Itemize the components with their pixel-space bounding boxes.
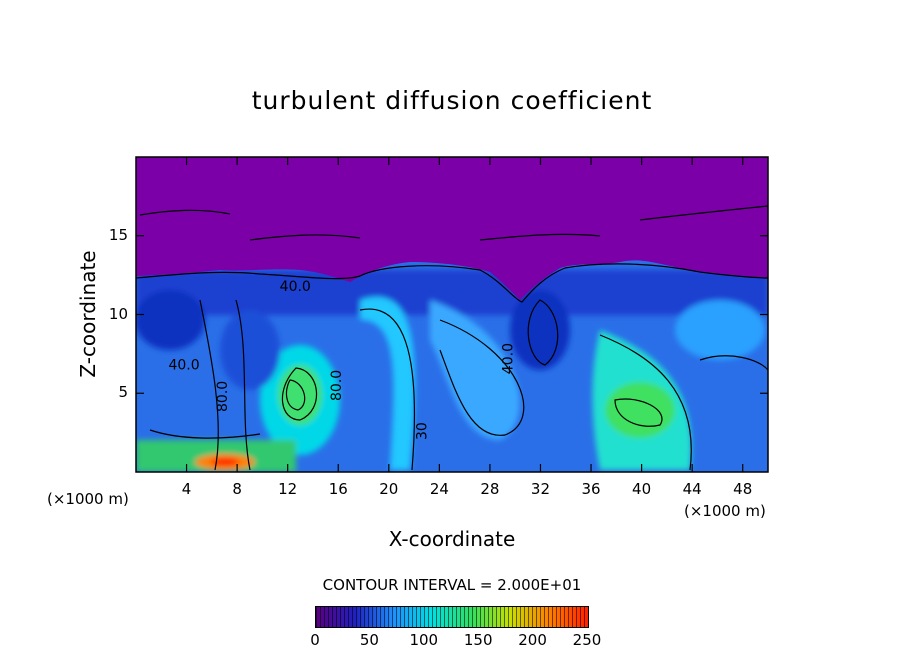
hot-spot-core bbox=[211, 458, 239, 466]
swirl-8 bbox=[220, 310, 280, 390]
y-tick-label: 5 bbox=[118, 383, 128, 402]
x-axis-label: X-coordinate bbox=[388, 527, 516, 551]
colorbar-tick-label: 50 bbox=[359, 631, 379, 649]
contour-label: 40.0 bbox=[168, 358, 199, 374]
y-tick-label: 15 bbox=[108, 225, 128, 244]
colorbar-tick-label: 150 bbox=[463, 631, 493, 649]
colorbar-tick-label: 0 bbox=[310, 631, 320, 649]
contour-label: 40.0 bbox=[501, 343, 517, 374]
field-blobs bbox=[136, 270, 768, 472]
colorbar-stripes bbox=[316, 607, 588, 627]
x-tick-label: 24 bbox=[429, 480, 449, 498]
chart-title: turbulent diffusion coefficient bbox=[251, 86, 653, 115]
colorbar-tick-label: 200 bbox=[518, 631, 547, 649]
colorbar-tick-label: 100 bbox=[409, 631, 439, 649]
x-unit-label-left: (×1000 m) bbox=[47, 490, 129, 508]
swirl-6 bbox=[136, 290, 205, 350]
swirl-4 bbox=[510, 290, 570, 370]
tick-marks bbox=[136, 157, 768, 472]
swirl-1-core bbox=[278, 365, 322, 425]
contour-interval-text: CONTOUR INTERVAL = 2.000E+01 bbox=[322, 576, 582, 594]
x-tick-label: 4 bbox=[181, 480, 192, 498]
contour-lines bbox=[136, 205, 768, 471]
x-tick-label: 44 bbox=[682, 480, 702, 498]
swirl-3 bbox=[430, 300, 520, 440]
x-tick-label: 36 bbox=[581, 480, 601, 498]
contour-label: 80.0 bbox=[329, 370, 345, 401]
x-tick-label: 40 bbox=[632, 480, 652, 498]
swirl-2 bbox=[360, 296, 415, 470]
x-tick-label: 20 bbox=[379, 480, 399, 498]
colorbar-tick-label: 250 bbox=[572, 631, 602, 649]
contour-label: 30 bbox=[415, 422, 431, 440]
x-tick-label: 48 bbox=[733, 480, 753, 498]
x-tick-label: 16 bbox=[328, 480, 348, 498]
upper-band bbox=[136, 270, 768, 315]
y-axis-label: Z-coordinate bbox=[76, 250, 100, 378]
x-tick-label: 32 bbox=[530, 480, 551, 498]
stratosphere-region bbox=[136, 157, 768, 300]
swirl-7 bbox=[675, 300, 765, 360]
contour-labels: 40.0 40.0 80.0 80.0 40.0 30 bbox=[168, 279, 516, 440]
x-tick-label: 8 bbox=[232, 480, 242, 498]
x-tick-label: 28 bbox=[480, 480, 500, 498]
x-unit-label-right: (×1000 m) bbox=[684, 502, 766, 520]
swirl-5-core bbox=[605, 382, 675, 438]
contour-label: 80.0 bbox=[215, 381, 231, 412]
y-tick-label: 10 bbox=[108, 304, 128, 323]
x-tick-label: 12 bbox=[278, 480, 298, 498]
colorbar bbox=[315, 606, 589, 628]
contour-label: 40.0 bbox=[280, 279, 311, 295]
